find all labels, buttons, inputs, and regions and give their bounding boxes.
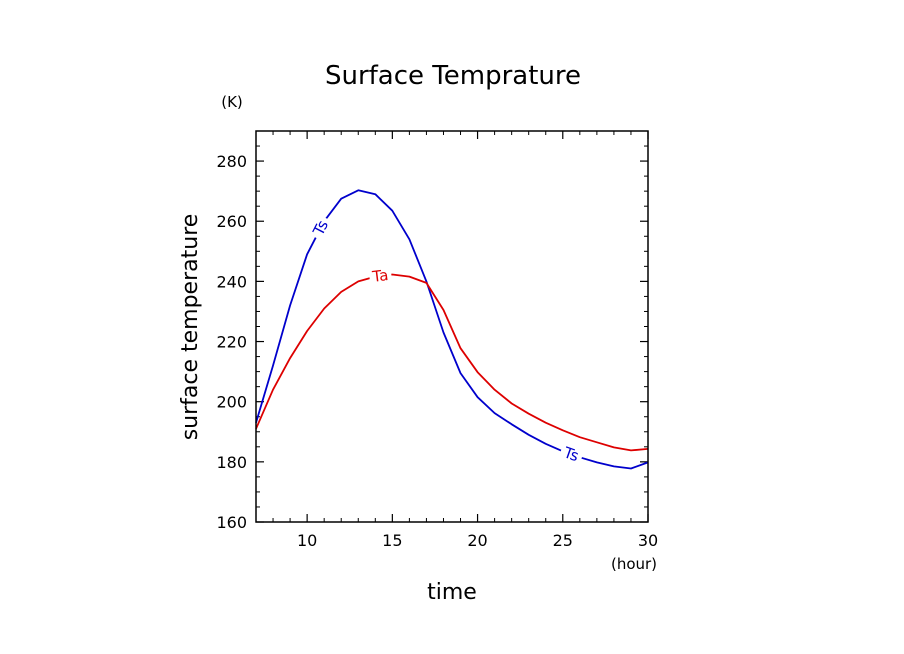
series-label-bg: [368, 266, 393, 286]
x-tick-label: 25: [553, 531, 573, 550]
x-tick-label: 30: [638, 531, 658, 550]
ticks-group: 160 180 200 220 240 260 280 10 15 20 25 30: [216, 130, 658, 550]
plot-frame: [255, 130, 649, 523]
x-tick-label: 20: [467, 531, 487, 550]
y-tick-label: 280: [216, 152, 247, 171]
y-unit-label: (K): [221, 93, 243, 111]
series-ts: Ts Ts: [255, 189, 649, 470]
series-label-ts: Ts: [309, 217, 332, 239]
y-tick-label: 220: [216, 333, 247, 352]
x-axis-label: time: [427, 580, 477, 605]
chart-title: Surface Temprature: [325, 61, 581, 91]
y-tick-label: 200: [216, 393, 247, 412]
series-label-bg: [558, 443, 585, 466]
y-tick-label: 180: [216, 453, 247, 472]
series-line-ta: [255, 273, 649, 452]
y-tick-label: 240: [216, 272, 247, 291]
series-ta: Ta: [255, 266, 649, 452]
x-tick-label: 10: [297, 531, 317, 550]
series-label-ts: Ts: [561, 443, 582, 465]
series-label-bg: [308, 214, 333, 242]
x-tick-label: 15: [382, 531, 402, 550]
series-group: Ts Ts Ta: [255, 189, 649, 470]
y-axis-label: surface temperature: [178, 214, 203, 441]
y-tick-label: 160: [216, 513, 247, 532]
y-tick-label: 260: [216, 212, 247, 231]
x-unit-label: (hour): [611, 555, 657, 573]
series-label-ta: Ta: [370, 266, 389, 286]
